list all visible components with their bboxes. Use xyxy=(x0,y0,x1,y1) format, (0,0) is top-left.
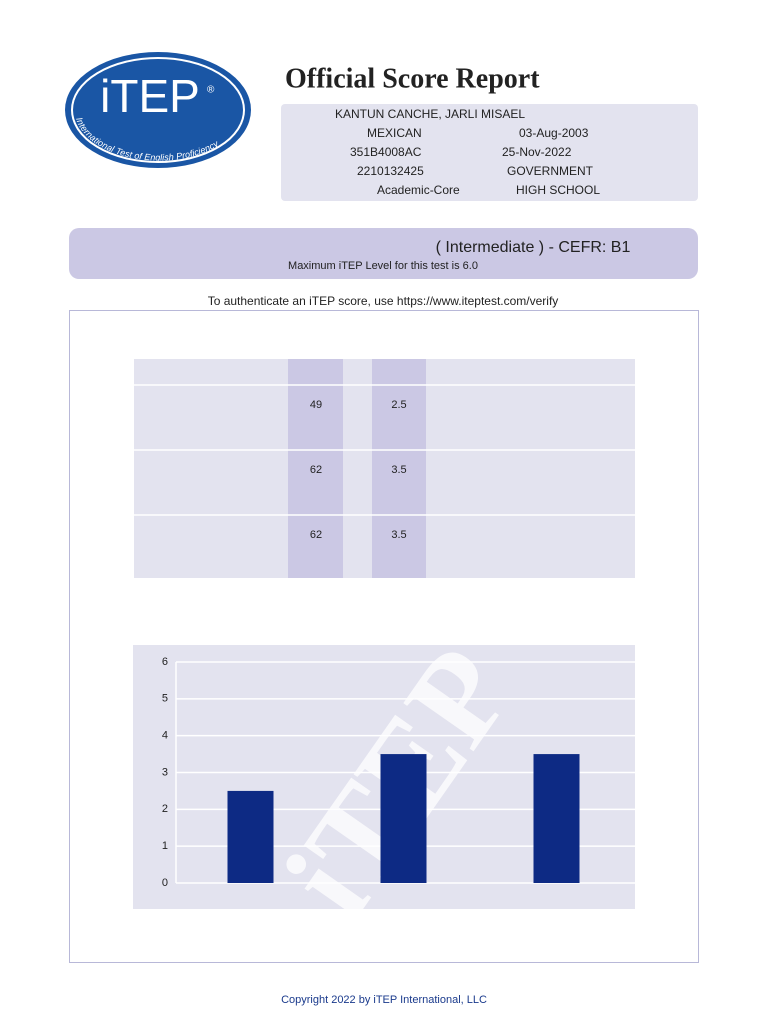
id: 351B4008AC xyxy=(350,145,422,159)
table-cell: 3.5 xyxy=(391,529,406,541)
nationality: MEXICAN xyxy=(367,126,422,140)
test-type: Academic-Core xyxy=(377,183,460,197)
name: KANTUN CANCHE, JARLI MISAEL xyxy=(335,107,525,121)
bar xyxy=(533,754,580,883)
bar xyxy=(227,790,274,883)
y-tick-label: 4 xyxy=(162,730,168,742)
y-tick-label: 1 xyxy=(162,840,168,852)
result: ( Intermediate ) - CEFR: B1 xyxy=(436,239,631,256)
logo-registered: ® xyxy=(207,85,215,96)
score-table: 49 2.5 62 3.5 62 3.5 xyxy=(134,359,635,578)
logo-wordmark: iTEP xyxy=(100,70,200,122)
table-cell: 2.5 xyxy=(391,399,406,411)
table-cell: 62 xyxy=(310,529,322,541)
column-highlight xyxy=(288,359,343,578)
y-tick-label: 5 xyxy=(162,693,168,705)
test-date: 25-Nov-2022 xyxy=(502,145,572,159)
column-highlight xyxy=(372,359,426,578)
logo-ellipse xyxy=(65,52,251,168)
logo-ring xyxy=(71,57,245,163)
copyright: Copyright 2022 by iTEP International, LL… xyxy=(281,994,487,1006)
content-border xyxy=(69,310,699,963)
y-tick-label: 0 xyxy=(162,877,168,889)
max-level-note: Maximum iTEP Level for this test is 6.0 xyxy=(288,260,478,272)
verify-note: To authenticate an iTEP score, use https… xyxy=(208,294,559,308)
code: 2210132425 xyxy=(357,164,424,178)
bar xyxy=(380,754,427,883)
y-tick-label: 3 xyxy=(162,766,168,778)
y-tick-label: 2 xyxy=(162,803,168,815)
result-banner xyxy=(69,228,698,279)
table-cell: 3.5 xyxy=(391,464,406,476)
table-cell: 62 xyxy=(310,464,322,476)
y-tick-label: 6 xyxy=(162,656,168,668)
table-cell: 49 xyxy=(310,399,322,411)
birth-date: 03-Aug-2003 xyxy=(519,126,589,140)
level: HIGH SCHOOL xyxy=(516,183,600,197)
report-title: Official Score Report xyxy=(285,63,540,94)
sponsor: GOVERNMENT xyxy=(507,164,594,178)
info-box xyxy=(281,104,698,201)
